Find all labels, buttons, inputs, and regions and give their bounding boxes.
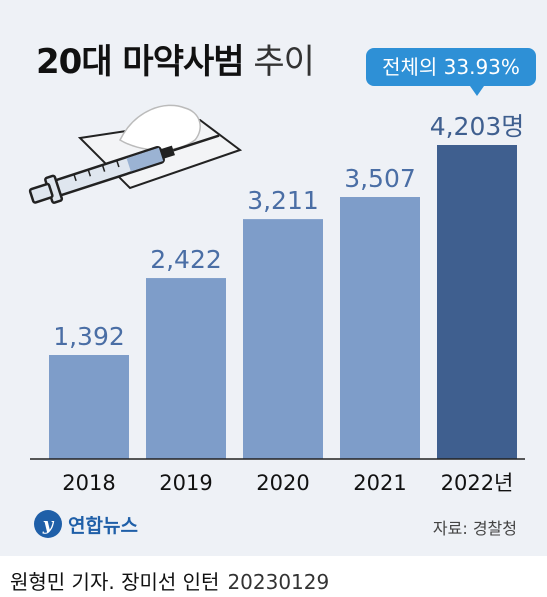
bar-1	[146, 278, 226, 459]
category-label-4: 2022년	[441, 471, 514, 495]
value-label-0: 1,392	[53, 322, 125, 351]
category-label-2: 2020	[256, 471, 309, 495]
category-label-3: 2021	[353, 471, 406, 495]
bar-3	[340, 196, 420, 460]
chart-title: 20대 마약사범 추이	[36, 34, 315, 83]
publisher-logo: y 연합뉴스	[34, 510, 138, 538]
credit-line: 원형민 기자. 장미선 인턴 20230129	[10, 566, 329, 595]
credit-authors: 원형민 기자. 장미선 인턴	[10, 570, 220, 594]
value-label-1: 2,422	[150, 245, 222, 274]
credit-date: 20230129	[227, 570, 330, 594]
category-label-1: 2019	[159, 471, 212, 495]
yonhap-logo-icon: y	[34, 510, 62, 538]
bar-4	[437, 145, 517, 459]
infographic-card: 20대 마약사범 추이 전체의 33.93%	[0, 0, 547, 556]
value-label-2: 3,211	[247, 186, 319, 215]
category-label-0: 2018	[62, 471, 115, 495]
callout-text: 전체의 33.93%	[382, 55, 520, 79]
value-label-4: 4,203명	[430, 112, 525, 141]
source-label: 자료: 경찰청	[432, 519, 517, 538]
bar-0	[49, 355, 129, 459]
bar-chart: 전체의 33.93% 1,392 2018 2,422 2019 3,211 2020 3,…	[28, 48, 536, 495]
value-label-3: 3,507	[344, 164, 416, 193]
chart-title-sub: 추이	[253, 42, 315, 82]
chart-title-main: 20대 마약사범	[36, 42, 245, 82]
syringe-illustration	[28, 104, 243, 204]
callout-bubble: 전체의 33.93%	[366, 48, 536, 96]
bar-2	[243, 219, 323, 459]
logo-text: 연합뉴스	[68, 514, 138, 537]
